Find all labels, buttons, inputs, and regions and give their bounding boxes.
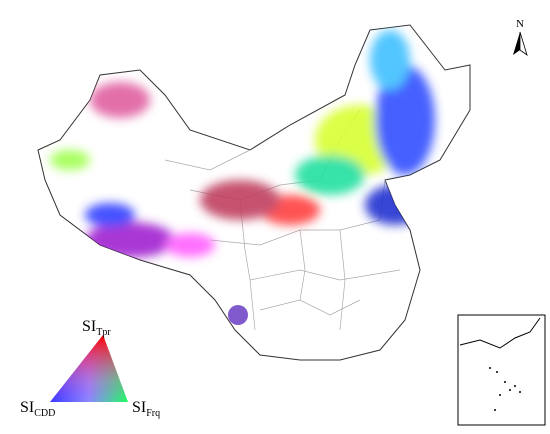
north-arrow: N [513, 18, 528, 57]
index-patches [50, 30, 435, 258]
color-legend: SITpr SICDD SIFrq [20, 318, 160, 419]
north-label: N [516, 18, 524, 30]
patch [228, 305, 248, 325]
legend-label-sub: Tpr [96, 327, 111, 338]
legend-label-base: SI [20, 399, 34, 416]
legend-label-base: SI [82, 318, 96, 335]
legend-label-sub: Frq [146, 408, 160, 419]
legend-label: SIFrq [132, 399, 160, 419]
inset-islands [489, 367, 521, 411]
inset-coast [459, 317, 541, 349]
legend-label: SITpr [82, 318, 111, 338]
inset-frame [457, 314, 546, 426]
legend-label-base: SI [132, 399, 146, 416]
legend-label-sub: CDD [34, 408, 55, 419]
legend-label: SICDD [20, 399, 55, 419]
